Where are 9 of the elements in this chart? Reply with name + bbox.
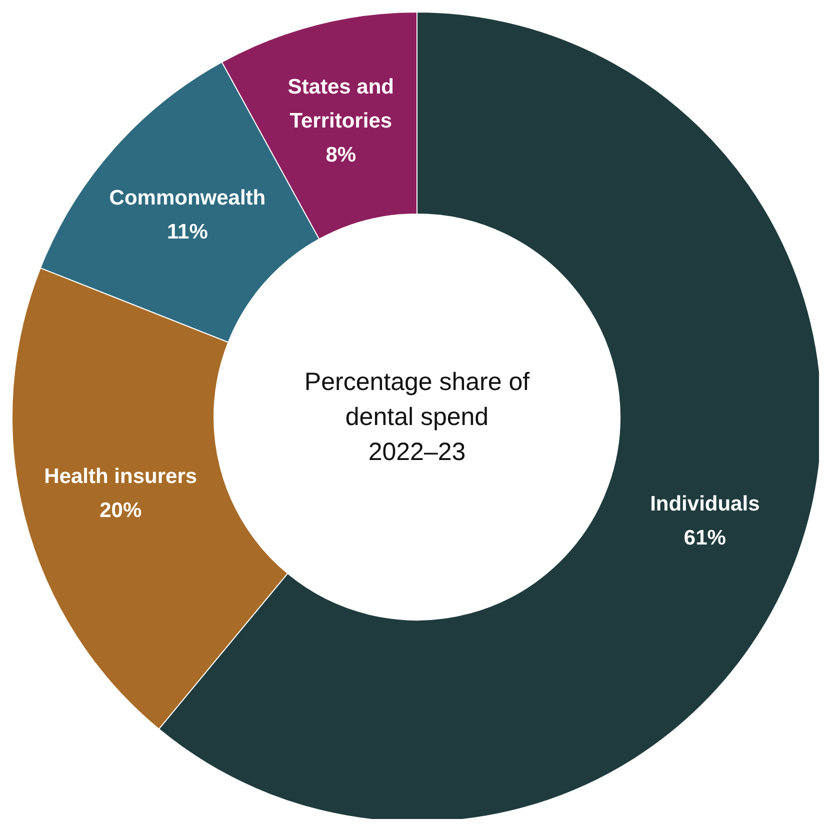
slice-label: Commonwealth <box>109 186 266 210</box>
data-label: 20% <box>100 498 142 522</box>
slice-label: Health insurers <box>44 464 198 488</box>
data-label: 8% <box>326 143 356 166</box>
text: Percentage share of dental spend 2022–23 <box>304 368 530 466</box>
data-label: 61% <box>684 526 726 550</box>
slice-label: States and Territories <box>288 75 394 132</box>
slice-label: Individuals <box>650 492 760 516</box>
data-label: 11% <box>167 220 208 244</box>
